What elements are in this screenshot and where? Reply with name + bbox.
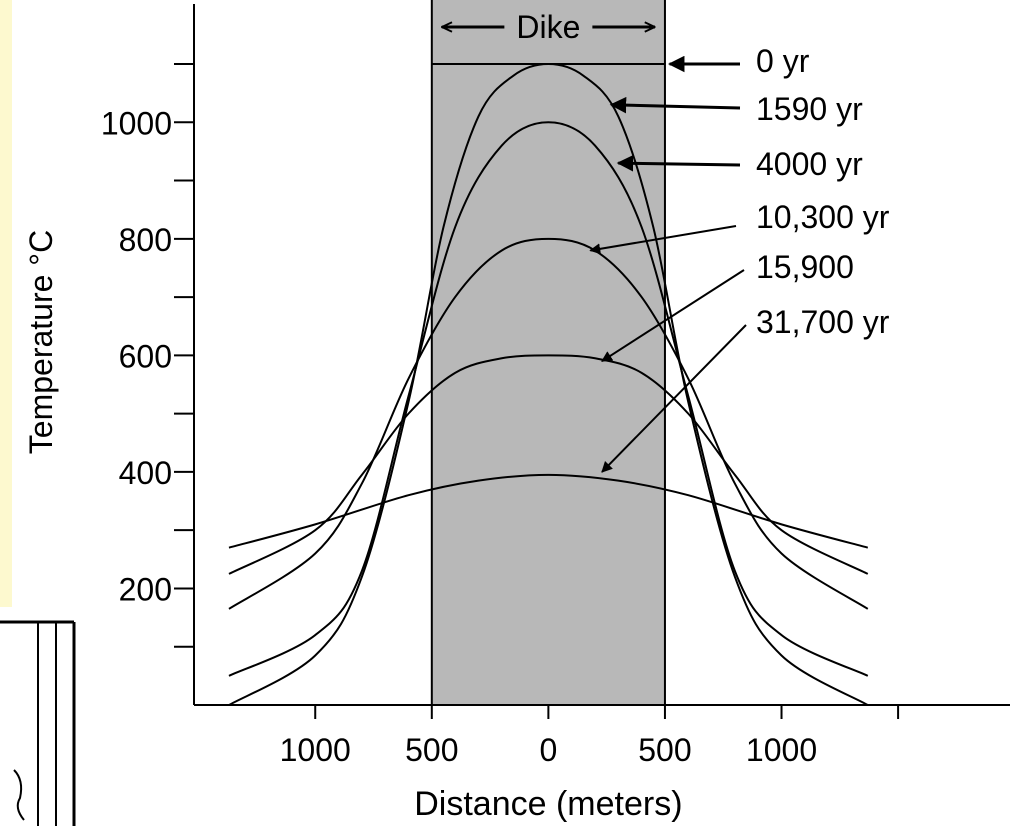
series-label-arrow	[609, 96, 741, 114]
series-labels: 0 yr 1590 yr 4000 yr 10,300 yr 15,900 31,700 …	[589, 43, 890, 473]
dike-region	[430, 0, 666, 706]
series-line	[228, 121, 869, 677]
series-line	[228, 62, 869, 706]
series-label-arrow	[589, 225, 737, 255]
y-tick-label: 600	[119, 338, 172, 374]
x-axis-title: Distance (meters)	[414, 785, 682, 823]
series-line	[228, 473, 869, 549]
x-tick-label: 500	[638, 732, 691, 768]
y-tick-label: 800	[119, 222, 172, 258]
series-line	[228, 237, 869, 610]
series-label-arrow	[601, 269, 745, 363]
y-tick-label: 400	[119, 455, 172, 491]
series-label: 10,300 yr	[756, 199, 890, 235]
series-label: 4000 yr	[756, 146, 863, 182]
series-label: 0 yr	[756, 43, 810, 79]
y-tick-label: 1000	[101, 105, 172, 141]
series-label: 1590 yr	[756, 91, 863, 127]
series-label-arrow	[616, 155, 741, 172]
x-tick-label: 0	[539, 732, 557, 768]
series-curves	[228, 62, 869, 706]
y-axis-title: Temperature °C	[23, 230, 59, 454]
axes: 200 400 600 800 1000 1000 500 0 500 1000	[101, 4, 1010, 768]
left-margin-strip	[0, 0, 12, 607]
series-line	[228, 354, 869, 575]
series-label: 15,900	[756, 249, 854, 285]
x-tick-label: 500	[405, 732, 458, 768]
series-label: 31,700 yr	[756, 304, 890, 340]
x-tick-label: 1000	[746, 732, 817, 768]
dike-label-group: Dike	[442, 9, 655, 45]
dike-label: Dike	[516, 9, 580, 45]
x-tick-label: 1000	[280, 732, 351, 768]
adjacent-figure-fragment	[0, 620, 76, 826]
y-tick-label: 200	[119, 571, 172, 607]
series-label-arrow	[601, 324, 747, 473]
